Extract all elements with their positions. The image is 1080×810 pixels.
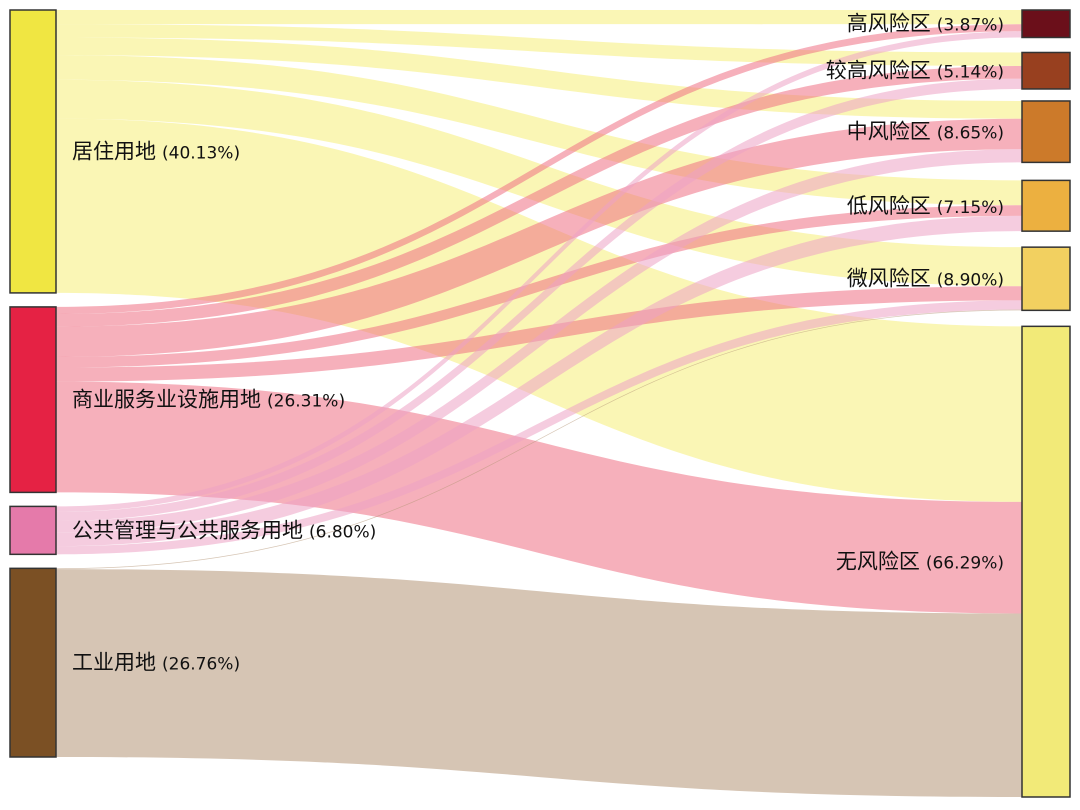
source-node-public bbox=[9, 505, 57, 556]
link-residential-high bbox=[56, 10, 1022, 25]
source-percent: (26.76%) bbox=[162, 655, 240, 675]
link-public-high bbox=[56, 31, 1022, 512]
source-name: 居住用地 bbox=[72, 139, 156, 163]
link-public-medium bbox=[56, 149, 1022, 533]
target-name: 无风险区 bbox=[836, 550, 920, 574]
target-percent: (8.90%) bbox=[937, 271, 1004, 291]
target-label-high: 高风险区 (3.87%) bbox=[847, 12, 1004, 36]
target-percent: (7.15%) bbox=[937, 198, 1004, 218]
link-commercial-mid_high bbox=[56, 65, 1022, 327]
target-node-high bbox=[1021, 9, 1071, 39]
source-percent: (26.31%) bbox=[267, 392, 345, 412]
target-node-medium bbox=[1021, 100, 1071, 164]
node-labels: 居住用地 (40.13%) 商业服务业设施用地 (26.31%) 公共管理与公共服务用地… bbox=[72, 12, 1004, 675]
target-label-none: 无风险区 (66.29%) bbox=[836, 550, 1004, 574]
target-name: 微风险区 bbox=[847, 267, 931, 291]
target-percent: (8.65%) bbox=[937, 124, 1004, 144]
link-commercial-high bbox=[56, 24, 1022, 314]
target-node-mid_high bbox=[1021, 51, 1071, 90]
source-node-residential bbox=[9, 9, 57, 294]
target-node-micro bbox=[1021, 246, 1071, 312]
source-percent: (40.13%) bbox=[162, 143, 240, 163]
target-node-low bbox=[1021, 179, 1071, 232]
target-percent: (5.14%) bbox=[937, 63, 1004, 83]
source-name: 公共管理与公共服务用地 bbox=[72, 518, 303, 542]
target-label-medium: 中风险区 (8.65%) bbox=[847, 120, 1004, 144]
link-industrial-micro bbox=[56, 309, 1022, 570]
flow-links bbox=[56, 10, 1022, 797]
source-label-commercial: 商业服务业设施用地 (26.31%) bbox=[72, 388, 345, 412]
target-name: 低风险区 bbox=[847, 194, 931, 218]
target-percent: (3.87%) bbox=[937, 16, 1004, 36]
target-label-low: 低风险区 (7.15%) bbox=[847, 194, 1004, 218]
nodes bbox=[9, 9, 1071, 798]
source-name: 商业服务业设施用地 bbox=[72, 388, 261, 412]
target-name: 中风险区 bbox=[847, 120, 931, 144]
target-name: 较高风险区 bbox=[826, 59, 931, 83]
link-commercial-low bbox=[56, 205, 1022, 368]
source-node-industrial bbox=[9, 567, 57, 758]
target-percent: (66.29%) bbox=[926, 554, 1004, 574]
source-label-residential: 居住用地 (40.13%) bbox=[72, 139, 240, 163]
link-public-micro bbox=[56, 300, 1022, 555]
link-commercial-none bbox=[56, 381, 1022, 614]
target-node-none bbox=[1021, 325, 1071, 798]
source-label-industrial: 工业用地 (26.76%) bbox=[72, 651, 240, 675]
link-public-low bbox=[56, 215, 1022, 547]
link-industrial-none bbox=[56, 569, 1022, 797]
target-label-micro: 微风险区 (8.90%) bbox=[847, 267, 1004, 291]
source-percent: (6.80%) bbox=[309, 522, 376, 542]
source-name: 工业用地 bbox=[72, 651, 156, 675]
source-label-public: 公共管理与公共服务用地 (6.80%) bbox=[72, 518, 376, 542]
link-commercial-medium bbox=[56, 118, 1022, 357]
link-residential-none bbox=[56, 118, 1022, 502]
link-commercial-micro bbox=[56, 286, 1022, 382]
target-label-mid_high: 较高风险区 (5.14%) bbox=[826, 59, 1004, 83]
target-name: 高风险区 bbox=[847, 12, 931, 36]
source-node-commercial bbox=[9, 306, 57, 494]
link-public-mid_high bbox=[56, 78, 1022, 521]
link-residential-micro bbox=[56, 79, 1022, 287]
